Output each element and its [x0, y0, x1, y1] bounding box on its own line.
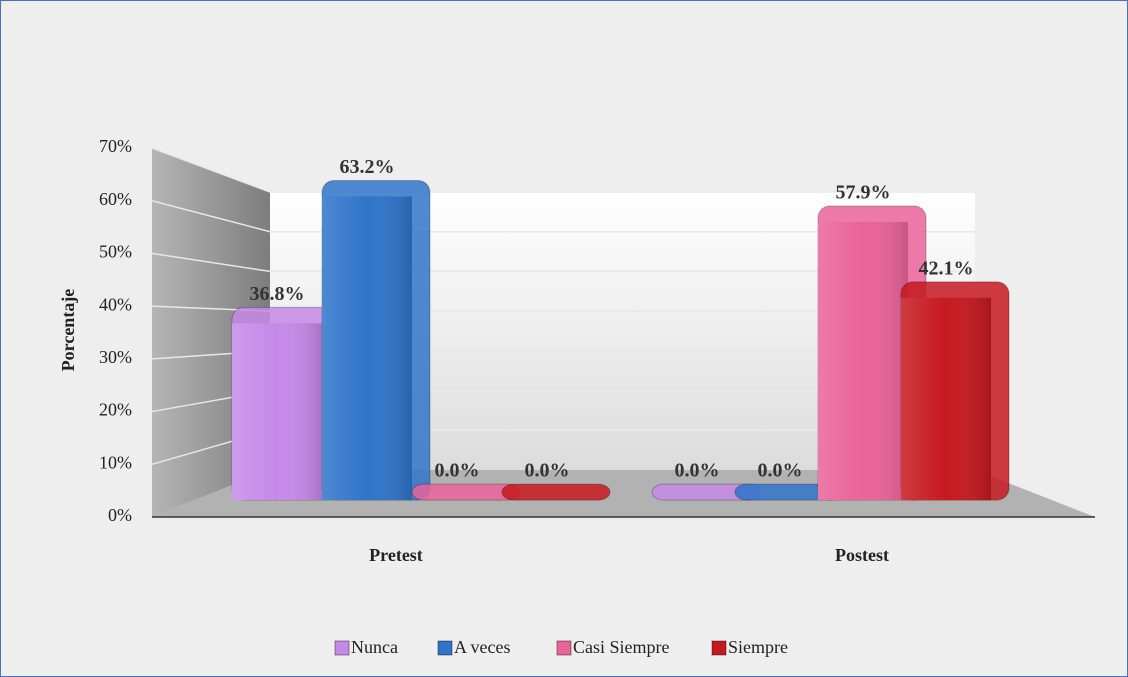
- value-label: 0.0%: [675, 460, 720, 482]
- bar: [817, 205, 927, 501]
- legend-label: Siempre: [728, 637, 788, 657]
- value-label: 36.8%: [250, 283, 305, 305]
- grid-line: [151, 147, 975, 193]
- bar: [321, 180, 431, 501]
- bar: [900, 281, 1010, 501]
- value-label: 0.0%: [525, 460, 570, 482]
- bar-depth: [501, 483, 611, 501]
- legend-swatch: [437, 640, 453, 656]
- y-tick-label: 40%: [99, 294, 132, 314]
- y-tick-label: 0%: [108, 505, 132, 525]
- y-tick-label: 20%: [99, 400, 132, 420]
- y-tick-label: 10%: [99, 452, 132, 472]
- value-label: 0.0%: [758, 460, 803, 482]
- bar: [231, 306, 341, 501]
- x-tick-label: Pretest: [369, 545, 423, 565]
- y-tick-label: 60%: [99, 189, 132, 209]
- legend-swatch: [711, 640, 727, 656]
- value-label: 57.9%: [836, 182, 891, 204]
- y-tick-label: 50%: [99, 242, 132, 262]
- bar-shade: [232, 323, 322, 501]
- grid-line: [151, 252, 975, 273]
- legend-swatch: [556, 640, 572, 656]
- grid-line: [151, 199, 975, 233]
- bar: [501, 483, 611, 501]
- value-label: 63.2%: [340, 156, 395, 178]
- y-axis-title: Porcentaje: [58, 289, 78, 372]
- x-tick-label: Postest: [835, 545, 889, 565]
- y-tick-label: 30%: [99, 347, 132, 367]
- bar-shade: [901, 297, 991, 501]
- bar-shade: [818, 221, 908, 501]
- legend-label: Nunca: [351, 637, 398, 657]
- legend-swatch: [334, 640, 350, 656]
- y-tick-label: 70%: [99, 136, 132, 156]
- value-label: 0.0%: [435, 460, 480, 482]
- value-label: 42.1%: [919, 257, 974, 279]
- legend-label: Casi Siempre: [573, 637, 670, 657]
- bar-shade: [322, 196, 412, 501]
- legend-label: A veces: [454, 637, 510, 657]
